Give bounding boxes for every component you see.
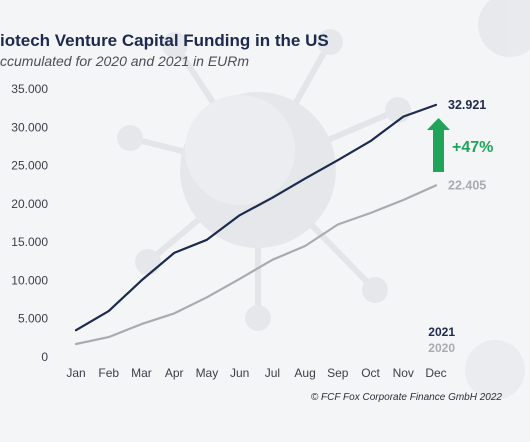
x-tick-label: May bbox=[196, 366, 219, 380]
legend-entry-2021: 2021 bbox=[428, 325, 455, 339]
end-label-2021: 32.921 bbox=[448, 98, 486, 112]
y-tick-label: 30.000 bbox=[11, 120, 48, 134]
x-tick-label: Mar bbox=[131, 366, 152, 380]
end-label-2020: 22.405 bbox=[448, 178, 486, 192]
x-tick-label: Jul bbox=[265, 366, 280, 380]
x-tick-label: Apr bbox=[165, 366, 184, 380]
up-arrow-icon bbox=[427, 118, 450, 172]
y-tick-label: 25.000 bbox=[11, 159, 48, 173]
y-tick-label: 0 bbox=[41, 350, 48, 364]
x-tick-label: Aug bbox=[294, 366, 315, 380]
legend-entry-2020: 2020 bbox=[428, 341, 455, 355]
series-line-2021 bbox=[74, 103, 438, 332]
y-axis-tick-labels: 35.000 30.000 25.000 20.000 15.000 10.000 5.00… bbox=[11, 82, 48, 364]
y-tick-label: 35.000 bbox=[11, 82, 48, 96]
series-end-labels: 32.921 22.405 bbox=[448, 98, 486, 193]
y-tick-label: 20.000 bbox=[11, 197, 48, 211]
x-tick-label: Nov bbox=[393, 366, 414, 380]
background-virus-illustration bbox=[117, 0, 530, 400]
y-tick-label: 10.000 bbox=[11, 273, 48, 287]
x-axis-tick-labels: Jan Feb Mar Apr May Jun Jul Aug Sep Oct Nov Dec bbox=[66, 366, 446, 380]
x-tick-label: Jan bbox=[66, 366, 85, 380]
y-tick-label: 5.000 bbox=[18, 312, 48, 326]
legend: 2021 2020 bbox=[428, 325, 455, 355]
chart-subtitle: ccumulated for 2020 and 2021 in EURm bbox=[0, 53, 249, 69]
y-tick-label: 15.000 bbox=[11, 235, 48, 249]
x-tick-label: Dec bbox=[425, 366, 446, 380]
change-percentage: +47% bbox=[452, 139, 493, 156]
source-credit: © FCF Fox Corporate Finance GmbH 2022 bbox=[311, 392, 503, 403]
x-tick-label: Sep bbox=[327, 366, 349, 380]
series-lines bbox=[74, 103, 438, 346]
x-tick-label: Oct bbox=[361, 366, 380, 380]
chart-title: iotech Venture Capital Funding in the US bbox=[0, 31, 329, 50]
change-annotation: +47% bbox=[427, 118, 493, 172]
x-tick-label: Feb bbox=[98, 366, 119, 380]
x-tick-label: Jun bbox=[230, 366, 249, 380]
series-line-2020 bbox=[74, 184, 438, 346]
